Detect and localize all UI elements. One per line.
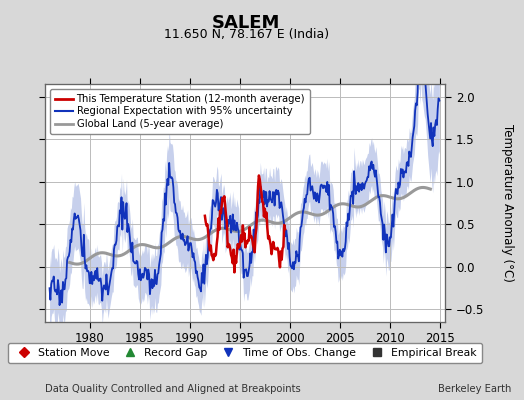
- Legend: This Temperature Station (12-month average), Regional Expectation with 95% uncer: This Temperature Station (12-month avera…: [50, 89, 310, 134]
- Text: SALEM: SALEM: [212, 14, 280, 32]
- Text: Berkeley Earth: Berkeley Earth: [438, 384, 511, 394]
- Text: 11.650 N, 78.167 E (India): 11.650 N, 78.167 E (India): [163, 28, 329, 41]
- Y-axis label: Temperature Anomaly (°C): Temperature Anomaly (°C): [501, 124, 514, 282]
- Legend: Station Move, Record Gap, Time of Obs. Change, Empirical Break: Station Move, Record Gap, Time of Obs. C…: [8, 342, 482, 364]
- Text: Data Quality Controlled and Aligned at Breakpoints: Data Quality Controlled and Aligned at B…: [45, 384, 300, 394]
